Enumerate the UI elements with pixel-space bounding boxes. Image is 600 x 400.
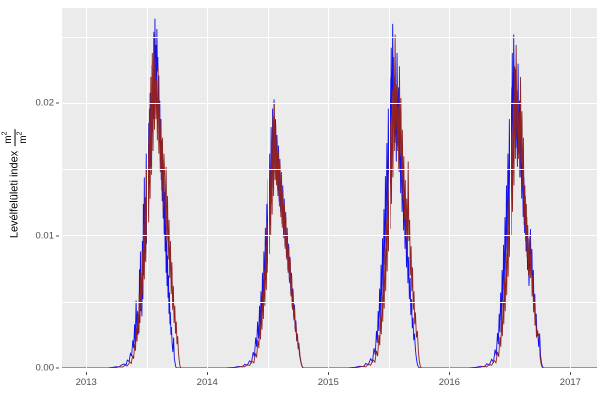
gridline-minor-vertical (388, 8, 390, 368)
y-tick-mark (56, 367, 59, 369)
y-axis-unit-numerator: m2 (1, 131, 14, 144)
x-tick-mark (328, 372, 330, 375)
y-tick-label: 0.01 (35, 230, 55, 242)
y-tick-mark (56, 235, 59, 237)
gridline-major-vertical (569, 8, 571, 368)
gridline-major-vertical (206, 8, 208, 368)
gridline-minor-horizontal (62, 37, 597, 38)
series-line-red-series (62, 31, 597, 368)
y-tick-label: 0.02 (35, 97, 55, 109)
gridline-minor-horizontal (62, 301, 597, 303)
gridline-minor-vertical (267, 8, 269, 368)
y-tick-label: 0.00 (35, 362, 55, 374)
gridline-major-vertical (448, 8, 450, 368)
y-tick-mark (56, 102, 59, 104)
x-tick-mark (449, 372, 451, 375)
x-tick-mark (570, 372, 572, 375)
gridline-major-horizontal (62, 102, 597, 104)
gridline-major-vertical (327, 8, 329, 368)
gridline-minor-horizontal (62, 169, 597, 171)
plot-lines (62, 18, 597, 368)
x-axis-ticks: 2013 2014 2015 2016 2017 (0, 372, 600, 396)
x-tick-label: 2016 (438, 377, 460, 388)
x-tick-mark (86, 372, 88, 375)
x-tick-label: 2017 (559, 377, 581, 388)
plot-panel (62, 8, 597, 368)
gridline-major-horizontal (62, 235, 597, 237)
x-tick-label: 2014 (196, 377, 218, 388)
y-axis-ticks: 0.00 0.01 0.02 (18, 0, 55, 374)
x-tick-label: 2015 (317, 377, 339, 388)
x-tick-label: 2013 (75, 377, 97, 388)
gridline-minor-vertical (146, 8, 148, 368)
gridline-major-horizontal (62, 367, 597, 368)
x-tick-mark (207, 372, 209, 375)
gridline-major-vertical (85, 8, 87, 368)
gridline-minor-vertical (509, 8, 511, 368)
